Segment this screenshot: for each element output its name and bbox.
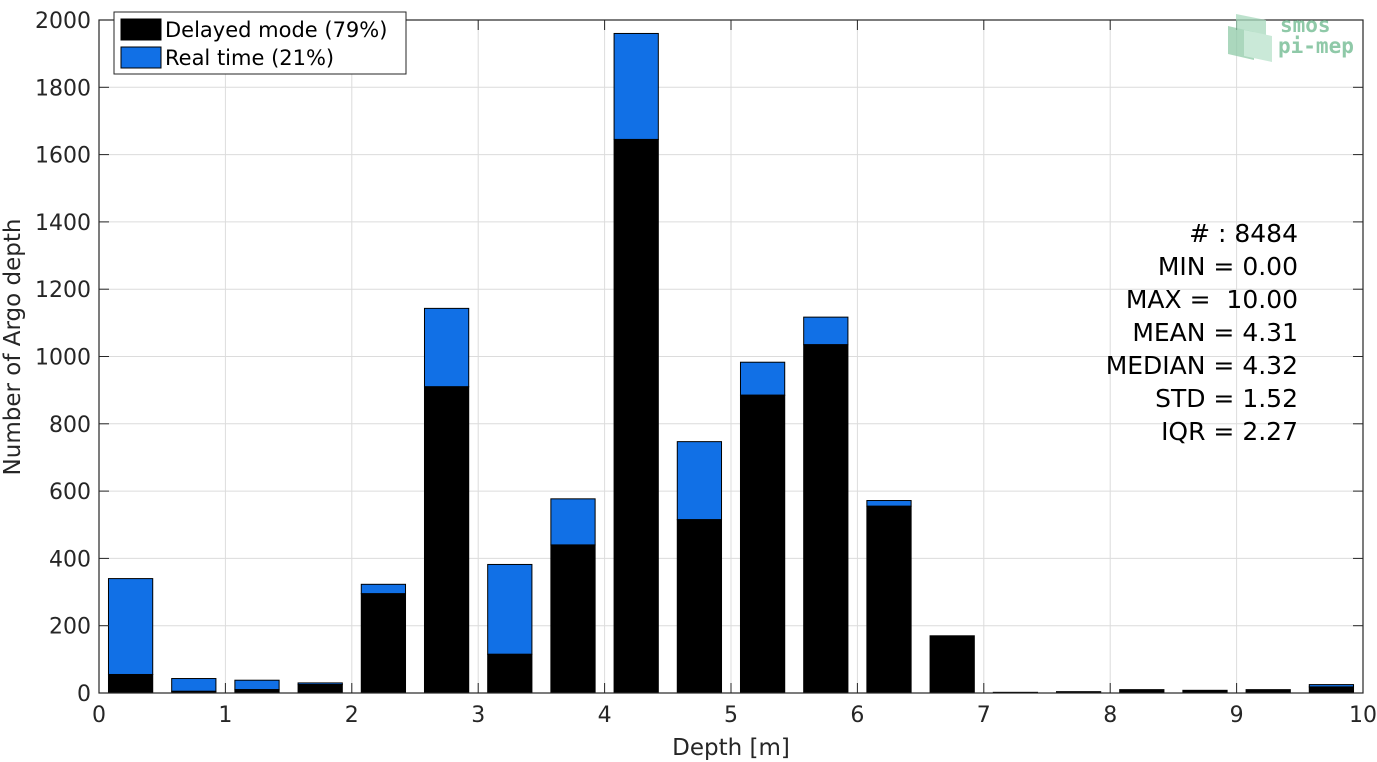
stat-min: MIN = 0.00 [1158,252,1298,281]
x-tick-label: 3 [471,703,485,728]
y-tick-label: 200 [49,615,91,640]
x-tick-label: 4 [598,703,612,728]
logo-emblem-icon [1228,14,1272,62]
stat-median: MEDIAN = 4.32 [1106,351,1298,380]
bar-delayed-mode [676,519,723,694]
bar-delayed-mode [550,544,596,694]
statistics-annotation: # : 8484 MIN = 0.00 MAX = 10.00 MEAN = 4… [1106,219,1298,446]
bar-real-time [613,32,659,140]
bar-real-time [803,316,849,346]
y-tick-label: 1800 [35,76,91,101]
bar-real-time [739,361,786,396]
x-tick-label: 5 [724,703,738,728]
bars [107,32,1355,694]
smos-pi-mep-logo: smos pi-mep [1228,13,1354,62]
legend: Delayed mode (79%) Real time (21%) [113,11,407,75]
stat-iqr: IQR = 2.27 [1161,417,1298,446]
legend-label-delayed: Delayed mode (79%) [165,18,387,42]
x-tick-label: 10 [1349,703,1377,728]
stat-mean: MEAN = 4.31 [1132,318,1298,347]
y-tick-label: 400 [49,547,91,572]
y-tick-label: 0 [77,682,91,707]
x-tick-label: 9 [1230,703,1244,728]
x-tick-label: 2 [345,703,359,728]
bar-real-time [676,441,723,521]
x-tick-label: 1 [218,703,232,728]
x-tick-label: 7 [977,703,991,728]
bar-delayed-mode [297,684,343,694]
bar-delayed-mode [1308,686,1355,694]
bar-delayed-mode [739,394,786,694]
y-tick-label: 600 [49,480,91,505]
x-tick-label: 8 [1103,703,1117,728]
bar-delayed-mode [929,635,975,694]
legend-label-realtime: Real time (21%) [165,46,334,70]
bar-real-time [234,679,280,691]
bar-real-time [487,563,533,655]
bar-delayed-mode [866,505,912,694]
y-tick-label: 1400 [35,211,91,236]
bar-delayed-mode [487,653,533,694]
logo-text-pi-mep: pi-mep [1278,34,1354,58]
y-tick-label: 1600 [35,144,91,169]
y-tick-labels: 0 200 400 600 800 1000 1200 1400 1600 1800 2000 [35,9,91,707]
axes [98,19,1364,694]
legend-swatch-delayed [120,18,162,41]
x-tick-labels: 0 1 2 3 4 5 6 7 8 9 10 [92,703,1377,728]
bar-delayed-mode [613,138,659,694]
bar-delayed-mode [360,593,407,694]
y-tick-label: 1200 [35,278,91,303]
bar-real-time [360,583,407,595]
bar-delayed-mode [423,386,470,694]
stat-max: MAX = 10.00 [1126,285,1298,314]
x-tick-label: 0 [92,703,106,728]
x-tick-label: 6 [850,703,864,728]
y-tick-label: 800 [49,413,91,438]
legend-swatch-realtime [120,46,162,69]
y-tick-label: 2000 [35,9,91,34]
stat-count: # : 8484 [1189,219,1298,248]
bar-real-time [107,578,154,675]
legend-box [113,11,407,75]
bar-real-time [423,307,470,388]
stat-std: STD = 1.52 [1155,384,1298,413]
logo-text-smos: smos [1280,13,1331,37]
x-axis-label: Depth [m] [672,735,790,761]
bar-delayed-mode [107,673,154,694]
y-tick-label: 1000 [35,346,91,371]
bar-real-time [550,498,596,546]
y-axis-label: Number of Argo depth [0,219,26,476]
bar-delayed-mode [803,344,849,694]
bar-real-time [171,678,217,692]
bar-real-time [866,500,912,507]
